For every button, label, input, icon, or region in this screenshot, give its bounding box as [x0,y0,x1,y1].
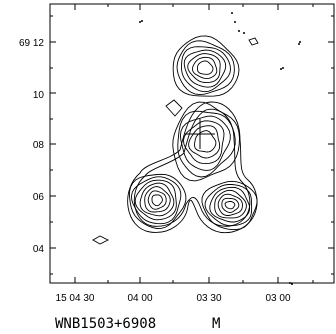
contour-level [187,53,221,84]
contour-level [181,46,231,93]
contour-level [214,189,247,219]
contour-lines [127,35,258,234]
contour-level [217,193,243,216]
contour-level [204,184,253,227]
plot-frame [49,3,335,284]
y-tick-label: 08 [33,140,45,151]
contour-level [129,173,187,229]
noise-blob [165,99,183,117]
y-tick-label: 69 12 [19,38,44,49]
cross-marker [185,119,215,149]
x-tick-label: 03 00 [265,293,290,304]
noise-dot [243,32,245,34]
contour-level [172,101,240,182]
y-tick-label: 10 [33,90,45,101]
contour-level [176,40,235,96]
contour-level [151,194,163,207]
noise-dot [291,283,293,285]
noise-dot [280,68,282,70]
contour-level [172,35,240,97]
x-tick-label: 03 30 [196,293,221,304]
y-tick-label: 04 [33,244,45,255]
noise-blob [92,235,110,245]
contour-level [183,49,227,88]
contour-level [224,201,236,210]
noise-blob [248,37,259,46]
x-tick-label: 04 00 [127,293,152,304]
contour-level [194,130,217,153]
contour-level [147,190,167,210]
contour-level [183,120,225,165]
contour-level [201,180,258,231]
noise-features [92,12,301,285]
contour-level [177,110,236,178]
noise-dot [289,282,291,284]
noise-dot [238,30,240,32]
noise-dot [231,12,233,14]
noise-dot [298,43,300,45]
contour-level [221,197,240,213]
contour-level [188,125,221,159]
polarization-label: M [212,316,220,332]
x-tick-label: 15 04 30 [56,293,95,304]
contour-level [196,60,214,75]
source-name: WNB1503+6908 [55,316,156,332]
contour-level [134,179,177,221]
y-tick-label: 06 [33,192,45,203]
noise-dot [141,20,143,22]
axis-ticks [50,4,334,283]
contour-level [139,182,175,217]
contour-level [192,56,218,80]
noise-dot [139,21,141,23]
contour-envelope [127,101,258,234]
noise-dot [299,41,301,43]
contour-level [179,115,231,171]
contour-level [144,186,171,213]
noise-dot [282,67,284,69]
noise-dot [234,21,236,23]
contour-level [209,186,251,223]
contour-level [131,176,182,225]
